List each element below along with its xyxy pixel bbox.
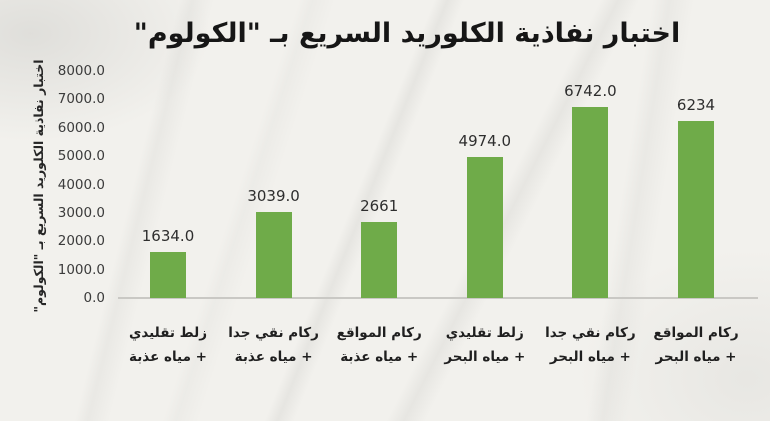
category-label-line2: + مياه عذبة xyxy=(129,349,207,366)
category-label-line1: ركام نقي جدا xyxy=(545,325,636,341)
category-label-line2: + مياه البحر xyxy=(549,349,631,366)
category-label-line2: + مياه عذبة xyxy=(234,349,313,366)
category-label-line2: + مياه عذبة xyxy=(340,349,419,366)
bar-value-label: 1634.0 xyxy=(141,226,195,245)
x-axis-line xyxy=(118,297,758,299)
bar-value-label: 3039.0 xyxy=(247,186,300,205)
y-tick-label: 4000.0 xyxy=(57,176,105,193)
bar xyxy=(678,121,714,298)
category-label-line1: ركام المواقع xyxy=(336,325,422,341)
chart-title: اختبار نفاذية الكلوريد السريع بـ "الكولو… xyxy=(133,18,681,49)
category-label-line2: + مياه البحر xyxy=(655,349,737,366)
category-label: ركام المواقع + مياه عذبة xyxy=(323,321,435,370)
category-label: زلط تقليدي + مياه عذبة xyxy=(112,321,224,370)
category-label: زلط تقليدي + مياه البحر xyxy=(429,321,541,370)
bar xyxy=(466,156,503,298)
y-tick-label: 5000.0 xyxy=(57,148,105,165)
y-tick-label: 1000.0 xyxy=(57,261,105,278)
category-label: ركام نقي جدا + مياه عذبة xyxy=(218,321,330,370)
bar xyxy=(150,251,186,298)
bar xyxy=(361,222,398,298)
y-tick-label: 3000.0 xyxy=(57,204,105,221)
y-tick-label: 7000.0 xyxy=(57,91,105,108)
bar xyxy=(572,106,609,298)
bar xyxy=(255,211,292,298)
y-tick-label: 2000.0 xyxy=(57,233,105,250)
category-label-line1: زلط تقليدي xyxy=(445,325,524,341)
category-label: ركام نقي جدا + مياه البحر xyxy=(534,321,646,370)
category-label-line1: ركام نقي جدا xyxy=(228,325,319,341)
y-tick-label: 8000.0 xyxy=(57,63,105,79)
bar-value-label: 6742.0 xyxy=(564,81,617,100)
y-tick-label: 0.0 xyxy=(83,290,105,306)
bar-value-label: 6234 xyxy=(676,96,716,115)
category-label-line2: + مياه البحر xyxy=(444,349,526,366)
category-label: ركام المواقع + مياه البحر xyxy=(640,321,752,370)
bar-value-label: 2661 xyxy=(360,197,399,216)
category-label-line1: زلط تقليدي xyxy=(129,325,207,341)
category-label-line1: ركام المواقع xyxy=(653,325,739,341)
y-tick-label: 6000.0 xyxy=(57,119,105,136)
bar-value-label: 4974.0 xyxy=(458,131,512,150)
